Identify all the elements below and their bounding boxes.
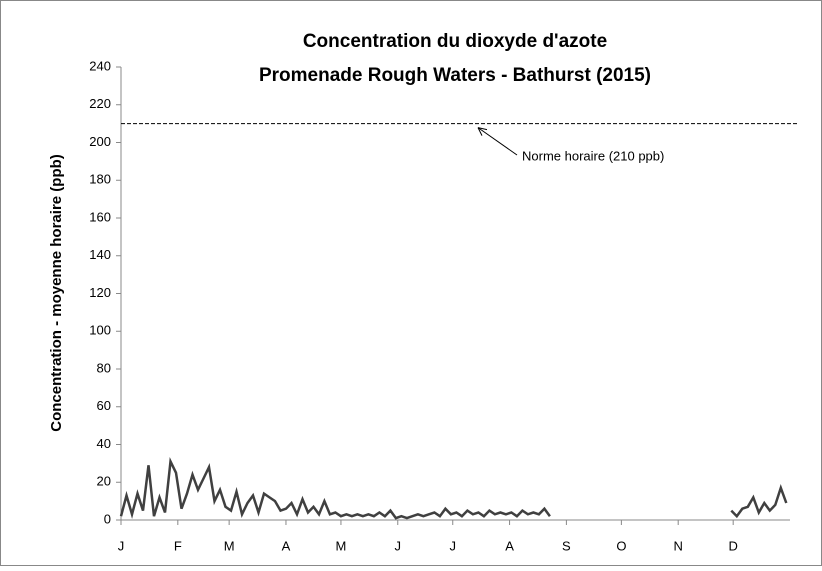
x-tick-label: A bbox=[505, 538, 514, 553]
y-tick-label: 80 bbox=[97, 360, 111, 375]
y-tick-label: 160 bbox=[89, 209, 111, 224]
y-tick-label: 60 bbox=[97, 398, 111, 413]
y-tick-label: 20 bbox=[97, 474, 111, 489]
x-tick-label: D bbox=[728, 538, 737, 553]
chart-subtitle: Promenade Rough Waters - Bathurst (2015) bbox=[259, 65, 651, 86]
y-tick-label: 0 bbox=[104, 511, 111, 526]
x-tick-label: J bbox=[118, 538, 125, 553]
y-tick-label: 180 bbox=[89, 172, 111, 187]
y-tick-label: 240 bbox=[89, 58, 111, 73]
data-line bbox=[119, 457, 788, 520]
x-tick-label: S bbox=[562, 538, 571, 553]
x-tick-label: O bbox=[616, 538, 626, 553]
y-tick-label: 100 bbox=[89, 323, 111, 338]
annotation-arrow bbox=[477, 127, 518, 156]
y-tick-label: 200 bbox=[89, 134, 111, 149]
x-tick-label: N bbox=[673, 538, 682, 553]
x-tick-label: M bbox=[224, 538, 235, 553]
annotation-arrowhead bbox=[477, 127, 488, 136]
x-tick-label: F bbox=[174, 538, 182, 553]
y-tick-label: 120 bbox=[89, 285, 111, 300]
x-tick-label: M bbox=[336, 538, 347, 553]
y-tick-label: 220 bbox=[89, 96, 111, 111]
y-tick-label: 140 bbox=[89, 247, 111, 262]
annotation-label: Norme horaire (210 ppb) bbox=[522, 148, 664, 163]
y-tick-label: 40 bbox=[97, 436, 111, 451]
x-tick-label: A bbox=[282, 538, 291, 553]
y-axis-label: Concentration - moyenne horaire (ppb) bbox=[48, 154, 65, 432]
x-tick-label: J bbox=[450, 538, 457, 553]
x-tick-label: J bbox=[395, 538, 402, 553]
chart-title: Concentration du dioxyde d'azote bbox=[303, 31, 607, 52]
